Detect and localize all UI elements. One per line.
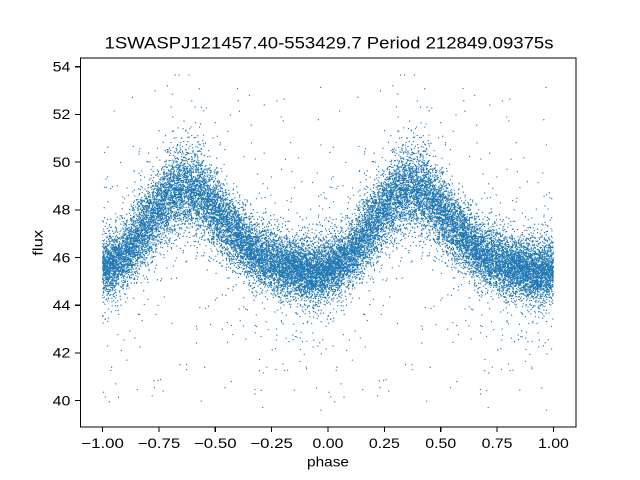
svg-text:42: 42: [53, 345, 71, 361]
svg-text:0.25: 0.25: [369, 435, 400, 451]
svg-text:0.00: 0.00: [313, 435, 344, 451]
svg-text:−0.75: −0.75: [138, 435, 181, 451]
svg-text:1SWASPJ121457.40-553429.7 Peri: 1SWASPJ121457.40-553429.7 Period 212849.…: [105, 34, 554, 53]
svg-text:1.00: 1.00: [538, 435, 569, 451]
svg-text:48: 48: [53, 202, 71, 218]
svg-text:−0.50: −0.50: [194, 435, 237, 451]
svg-text:0.75: 0.75: [482, 435, 513, 451]
svg-text:50: 50: [53, 154, 71, 170]
svg-text:0.50: 0.50: [425, 435, 456, 451]
svg-text:44: 44: [53, 297, 71, 313]
svg-text:40: 40: [53, 392, 71, 408]
svg-text:−0.25: −0.25: [250, 435, 293, 451]
svg-text:52: 52: [53, 106, 71, 122]
svg-text:46: 46: [53, 249, 71, 265]
svg-text:flux: flux: [30, 230, 46, 256]
svg-text:54: 54: [53, 59, 71, 75]
svg-text:phase: phase: [307, 453, 349, 469]
svg-text:−1.00: −1.00: [81, 435, 124, 451]
